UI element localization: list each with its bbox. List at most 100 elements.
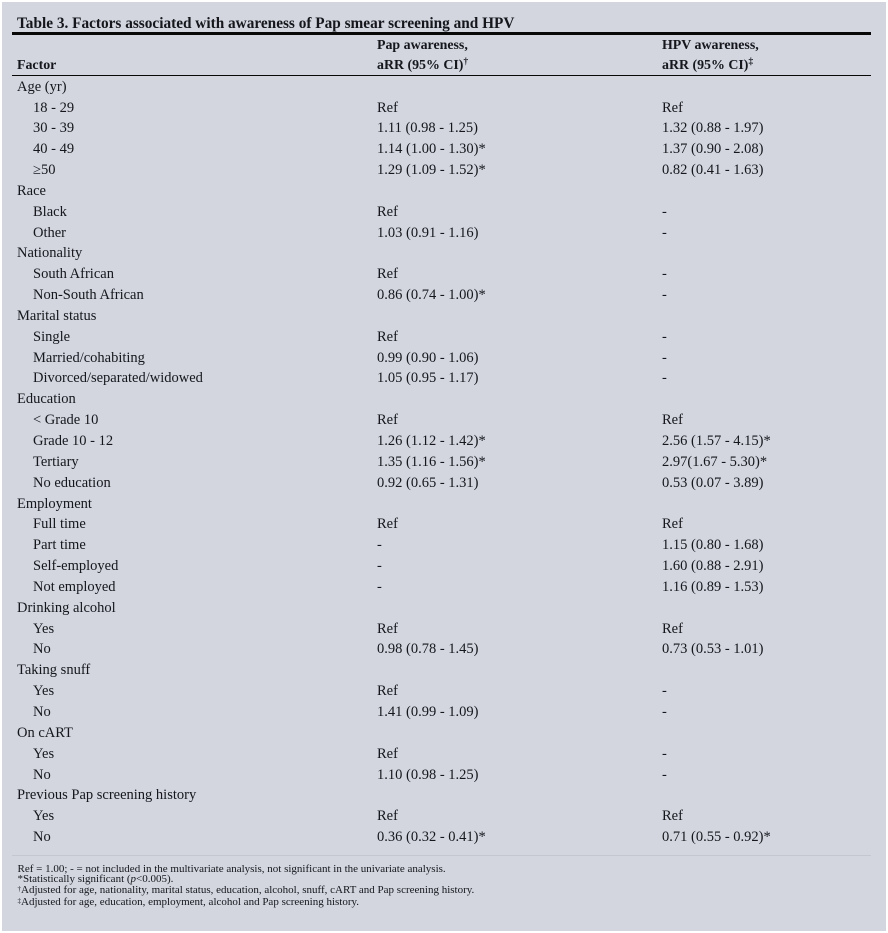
category-row: Drinking alcohol	[2, 598, 888, 619]
footnote: ‡Adjusted for age, education, employment…	[17, 896, 360, 909]
pap-arr-cell: 1.35 (1.16 - 1.56)*	[377, 453, 486, 470]
table-row: < Grade 10 Ref Ref	[2, 410, 888, 431]
hpv-arr-cell: 0.53 (0.07 - 3.89)	[662, 474, 764, 491]
dagger-marker: †	[463, 57, 469, 68]
table-row: Self-employed - 1.60 (0.88 - 2.91)	[2, 556, 888, 577]
table-row: Tertiary 1.35 (1.16 - 1.56)* 2.97(1.67 - 5…	[2, 452, 888, 473]
pap-arr-cell: 1.05 (0.95 - 1.17)	[377, 370, 479, 387]
factor-cell: Full time	[33, 516, 86, 533]
header-hpv-awareness-line1: HPV awareness,	[662, 38, 759, 54]
category-label: Drinking alcohol	[17, 599, 116, 616]
factor-cell: ≥50	[33, 162, 56, 179]
category-label: Previous Pap screening history	[17, 787, 197, 804]
category-row: Nationality	[2, 243, 888, 264]
header-hpv-arr-label: aRR (95% CI)	[662, 57, 749, 73]
category-row: On cART	[2, 723, 888, 744]
pap-arr-cell: 1.26 (1.12 - 1.42)*	[377, 433, 486, 450]
pap-arr-cell: 1.14 (1.00 - 1.30)*	[377, 141, 486, 158]
factor-cell: Yes	[33, 683, 55, 700]
table-row: 18 - 29 Ref Ref	[2, 98, 888, 119]
hpv-arr-cell: -	[662, 703, 667, 720]
pap-arr-cell: 1.10 (0.98 - 1.25)	[377, 766, 479, 783]
factor-cell: < Grade 10	[33, 412, 99, 429]
hpv-arr-cell: 1.60 (0.88 - 2.91)	[662, 558, 764, 575]
footnote: Ref = 1.00; - = not included in the mult…	[17, 862, 446, 875]
hpv-arr-cell: 0.82 (0.41 - 1.63)	[662, 162, 764, 179]
factor-cell: Grade 10 - 12	[33, 433, 114, 450]
category-label: Marital status	[17, 307, 97, 324]
pap-arr-cell: 0.98 (0.78 - 1.45)	[377, 641, 479, 658]
pap-arr-cell: Ref	[377, 808, 398, 825]
hpv-arr-cell: Ref	[662, 412, 683, 429]
hpv-arr-cell: 1.32 (0.88 - 1.97)	[662, 120, 764, 137]
footnote: †Adjusted for age, nationality, marital …	[17, 884, 475, 897]
pap-arr-cell: Ref	[377, 266, 398, 283]
hpv-arr-cell: Ref	[662, 808, 683, 825]
table-row: No 1.10 (0.98 - 1.25) -	[2, 765, 888, 786]
hpv-arr-cell: Ref	[662, 516, 683, 533]
table-row: No 0.36 (0.32 - 0.41)* 0.71 (0.55 - 0.92)*	[2, 827, 888, 848]
factor-cell: No	[33, 703, 51, 720]
category-row: Marital status	[2, 306, 888, 327]
category-label: Age (yr)	[17, 78, 67, 95]
header-pap-awareness-line1: Pap awareness,	[377, 38, 468, 54]
factor-cell: No	[33, 766, 51, 783]
category-row: Race	[2, 181, 888, 202]
pap-arr-cell: Ref	[377, 745, 398, 762]
pap-arr-cell: 1.41 (0.99 - 1.09)	[377, 703, 479, 720]
table-footnotes: Ref = 1.00; - = not included in the mult…	[17, 862, 475, 910]
table-row: Not employed - 1.16 (0.89 - 1.53)	[2, 577, 888, 598]
pap-arr-cell: Ref	[377, 516, 398, 533]
factor-cell: Divorced/separated/widowed	[33, 370, 203, 387]
pap-arr-cell: Ref	[377, 620, 398, 637]
table-row: Full time Ref Ref	[2, 514, 888, 535]
header-pap-arr-label: aRR (95% CI)	[377, 57, 464, 73]
hpv-arr-cell: 1.15 (0.80 - 1.68)	[662, 537, 764, 554]
hpv-arr-cell: -	[662, 266, 667, 283]
factor-cell: Part time	[33, 537, 86, 554]
category-label: Education	[17, 391, 76, 408]
factor-cell: South African	[33, 266, 114, 283]
category-row: Age (yr)	[2, 77, 888, 98]
factor-cell: Other	[33, 224, 67, 241]
factor-cell: Married/cohabiting	[33, 349, 145, 366]
table-row: Yes Ref Ref	[2, 806, 888, 827]
hpv-arr-cell: -	[662, 766, 667, 783]
category-row: Employment	[2, 494, 888, 515]
hpv-arr-cell: -	[662, 745, 667, 762]
hpv-arr-cell: -	[662, 370, 667, 387]
footnote: *Statistically significant (p<0.005).	[17, 873, 174, 886]
pap-arr-cell: 0.99 (0.90 - 1.06)	[377, 349, 479, 366]
hpv-arr-cell: 1.37 (0.90 - 2.08)	[662, 141, 764, 158]
table-row: No 1.41 (0.99 - 1.09) -	[2, 702, 888, 723]
hpv-arr-cell: -	[662, 328, 667, 345]
factor-cell: 18 - 29	[33, 99, 75, 116]
table-row: No 0.98 (0.78 - 1.45) 0.73 (0.53 - 1.01)	[2, 639, 888, 660]
hpv-arr-cell: -	[662, 287, 667, 304]
factor-cell: Single	[33, 328, 71, 345]
hpv-arr-cell: 0.73 (0.53 - 1.01)	[662, 641, 764, 658]
category-row: Education	[2, 389, 888, 410]
pap-arr-cell: -	[377, 537, 382, 554]
pap-arr-cell: 1.03 (0.91 - 1.16)	[377, 224, 479, 241]
table-row: Black Ref -	[2, 202, 888, 223]
hpv-arr-cell: 2.97(1.67 - 5.30)*	[662, 453, 768, 470]
hpv-arr-cell: Ref	[662, 99, 683, 116]
header-pap-awareness-line2: aRR (95% CI)†	[377, 57, 469, 74]
factor-cell: Tertiary	[33, 453, 79, 470]
factor-cell: Yes	[33, 808, 55, 825]
table-row: 40 - 49 1.14 (1.00 - 1.30)* 1.37 (0.90 - 2…	[2, 139, 888, 160]
pap-arr-cell: Ref	[377, 328, 398, 345]
pap-arr-cell: 0.86 (0.74 - 1.00)*	[377, 287, 486, 304]
pap-arr-cell: -	[377, 578, 382, 595]
category-label: Taking snuff	[17, 662, 91, 679]
table-row: Yes Ref Ref	[2, 619, 888, 640]
table-row: Divorced/separated/widowed 1.05 (0.95 - 1…	[2, 368, 888, 389]
factor-cell: Non-South African	[33, 287, 144, 304]
table-row: Non-South African 0.86 (0.74 - 1.00)* -	[2, 285, 888, 306]
hpv-arr-cell: 0.71 (0.55 - 0.92)*	[662, 829, 771, 846]
pap-arr-cell: -	[377, 558, 382, 575]
table-row: Yes Ref -	[2, 744, 888, 765]
table-title: Table 3. Factors associated with awarene…	[17, 15, 515, 33]
